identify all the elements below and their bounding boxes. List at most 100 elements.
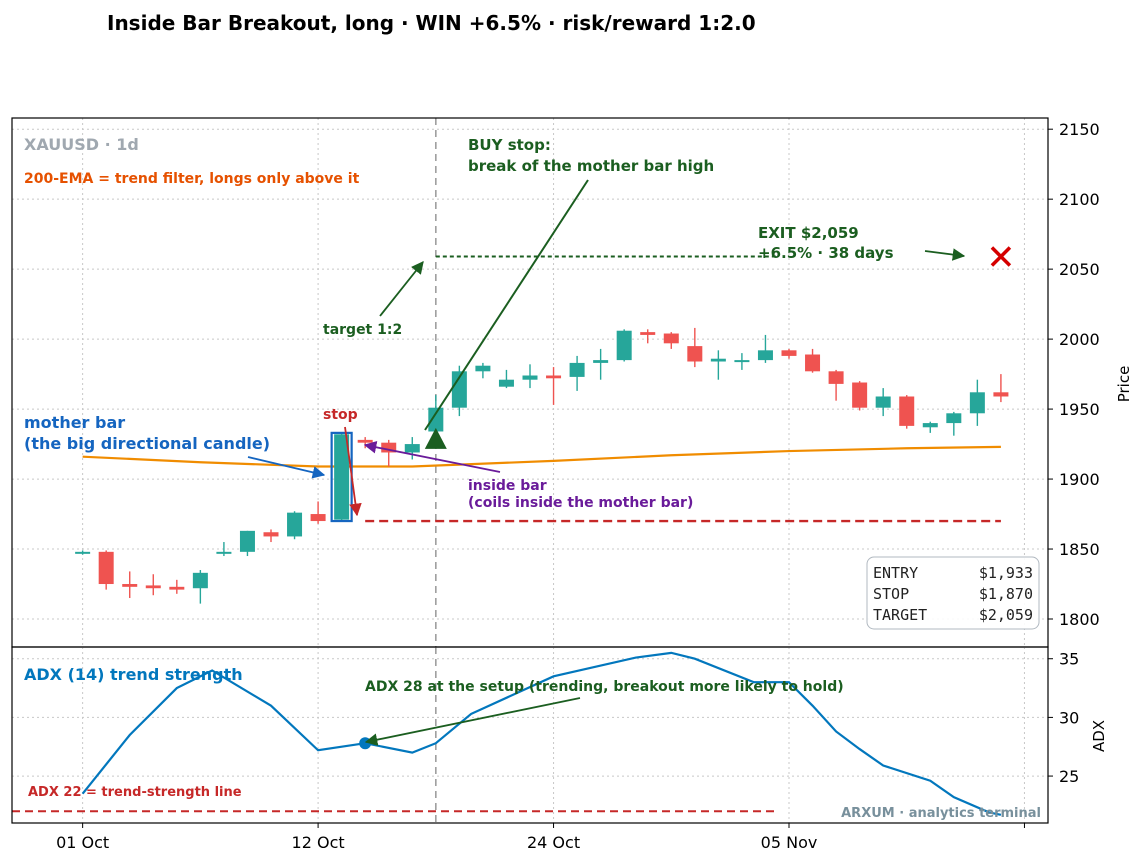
buy-stop-annotation-title: BUY stop: [468, 136, 551, 154]
candle-body-up [922, 423, 938, 428]
price-reference-lines [82, 118, 1001, 647]
x-tick-label: 12 Oct [292, 833, 345, 852]
candle-body-down [546, 375, 562, 379]
candle-body-down [310, 514, 326, 522]
candle-body-down [993, 392, 1009, 397]
candle-body-down [263, 532, 279, 537]
inside-bar-annotation-title: inside bar [468, 478, 547, 494]
candle-body-up [428, 407, 444, 432]
candle-body-down [781, 350, 797, 356]
buy-stop-annotation-text: break of the mother bar high [468, 157, 714, 175]
candle-body-down [169, 586, 185, 590]
ema-filter-note: 200-EMA = trend filter, longs only above… [24, 171, 360, 187]
candle-body-up [451, 371, 467, 408]
summary-target-key: TARGET [873, 606, 927, 624]
candle-body-down [828, 371, 844, 384]
candle-body-up [192, 572, 208, 589]
summary-target-value: $2,059 [979, 606, 1033, 624]
candle-body-up [498, 379, 514, 387]
price-y-axis: 1800 1850 1900 1950 2000 2050 2100 2150 [1048, 120, 1100, 629]
candle-body-down [98, 551, 114, 585]
price-tick-label: 1900 [1059, 470, 1100, 489]
candle-body-up [334, 434, 350, 520]
candle-body-up [734, 360, 750, 363]
target-arrow [379, 261, 424, 317]
adx-tick-label: 30 [1059, 708, 1079, 727]
x-tick-label: 05 Nov [761, 833, 818, 852]
stop-arrow [344, 426, 362, 517]
price-tick-label: 1800 [1059, 610, 1100, 629]
price-tick-label: 1850 [1059, 540, 1100, 559]
candle-body-down [357, 439, 373, 443]
candle-body-down [122, 584, 138, 587]
exit-annotation-title: EXIT $2,059 [758, 224, 859, 242]
price-axis-label: Price [1115, 366, 1133, 403]
adx-tick-label: 25 [1059, 767, 1079, 786]
adx-threshold-label: ADX 22 = trend-strength line [28, 785, 242, 800]
candle-body-up [239, 530, 255, 552]
candle-body-down [805, 354, 821, 372]
price-candles [75, 327, 1009, 604]
adx-line [81, 651, 1002, 816]
adx-panel-frame [11, 646, 1049, 824]
target-annotation: target 1:2 [323, 322, 402, 338]
x-tick-label: 01 Oct [56, 833, 109, 852]
adx-panel-title: ADX (14) trend strength [24, 665, 243, 684]
exit-arrow [924, 248, 966, 261]
adx-setup-point [359, 737, 372, 750]
price-tick-label: 2100 [1059, 190, 1100, 209]
stop-annotation: stop [323, 407, 358, 423]
trade-summary-frame [866, 556, 1040, 630]
price-tick-label: 2150 [1059, 120, 1100, 139]
price-tick-label: 2000 [1059, 330, 1100, 349]
inside-bar-arrow [363, 441, 501, 473]
adx-lines [12, 647, 1002, 823]
symbol-label: XAUUSD · 1d [24, 135, 139, 154]
summary-entry-key: ENTRY [873, 564, 918, 582]
candle-body-down [640, 332, 656, 335]
inside-bar-annotation-text: (coils inside the mother bar) [468, 495, 693, 511]
x-tick-label: 24 Oct [527, 833, 580, 852]
exit-annotation-text: +6.5% · 38 days [758, 244, 894, 262]
price-tick-label: 2050 [1059, 260, 1100, 279]
trade-summary-box: ENTRY $1,933 STOP $1,870 TARGET $2,059 [866, 556, 1040, 630]
candle-body-down [687, 346, 703, 362]
summary-stop-key: STOP [873, 585, 909, 603]
ema-200-line [82, 445, 1001, 468]
candle-body-down [852, 382, 868, 408]
candle-body-up [757, 350, 773, 361]
candle-body-down [381, 442, 397, 453]
candle-body-up [875, 396, 891, 408]
candle-body-up [475, 365, 491, 372]
adx-y-axis: 25 30 35 [1048, 650, 1079, 786]
candle-body-up [216, 551, 232, 554]
candle-body-up [569, 362, 585, 377]
chart-title: Inside Bar Breakout, long · WIN +6.5% · … [107, 11, 756, 35]
buy-stop-arrow [424, 179, 589, 431]
candle-body-up [404, 444, 420, 453]
candle-body-up [969, 392, 985, 414]
candle-body-up [75, 551, 91, 554]
price-overlays [330, 246, 1012, 523]
adx-setup-arrow [364, 697, 581, 746]
price-tick-label: 1950 [1059, 400, 1100, 419]
adx-axis-label: ADX [1090, 720, 1108, 752]
candle-body-up [946, 413, 962, 424]
exit-marker [990, 246, 1012, 267]
candle-body-down [899, 396, 915, 426]
candle-body-down [663, 333, 679, 344]
mother-bar-arrow [247, 456, 326, 479]
candle-body-up [522, 375, 538, 380]
adx-setup-annotation: ADX 28 at the setup (trending, breakout … [365, 679, 844, 695]
summary-stop-value: $1,870 [979, 585, 1033, 603]
x-axis: 01 Oct 12 Oct 24 Oct 05 Nov [56, 823, 1025, 852]
candle-body-up [616, 330, 632, 361]
candle-body-up [710, 358, 726, 362]
candle-body-up [287, 512, 303, 537]
mother-bar-annotation-text: (the big directional candle) [24, 434, 270, 453]
candle-body-up [593, 360, 609, 363]
summary-entry-value: $1,933 [979, 564, 1033, 582]
entry-marker [424, 427, 447, 449]
adx-tick-label: 35 [1059, 650, 1079, 669]
